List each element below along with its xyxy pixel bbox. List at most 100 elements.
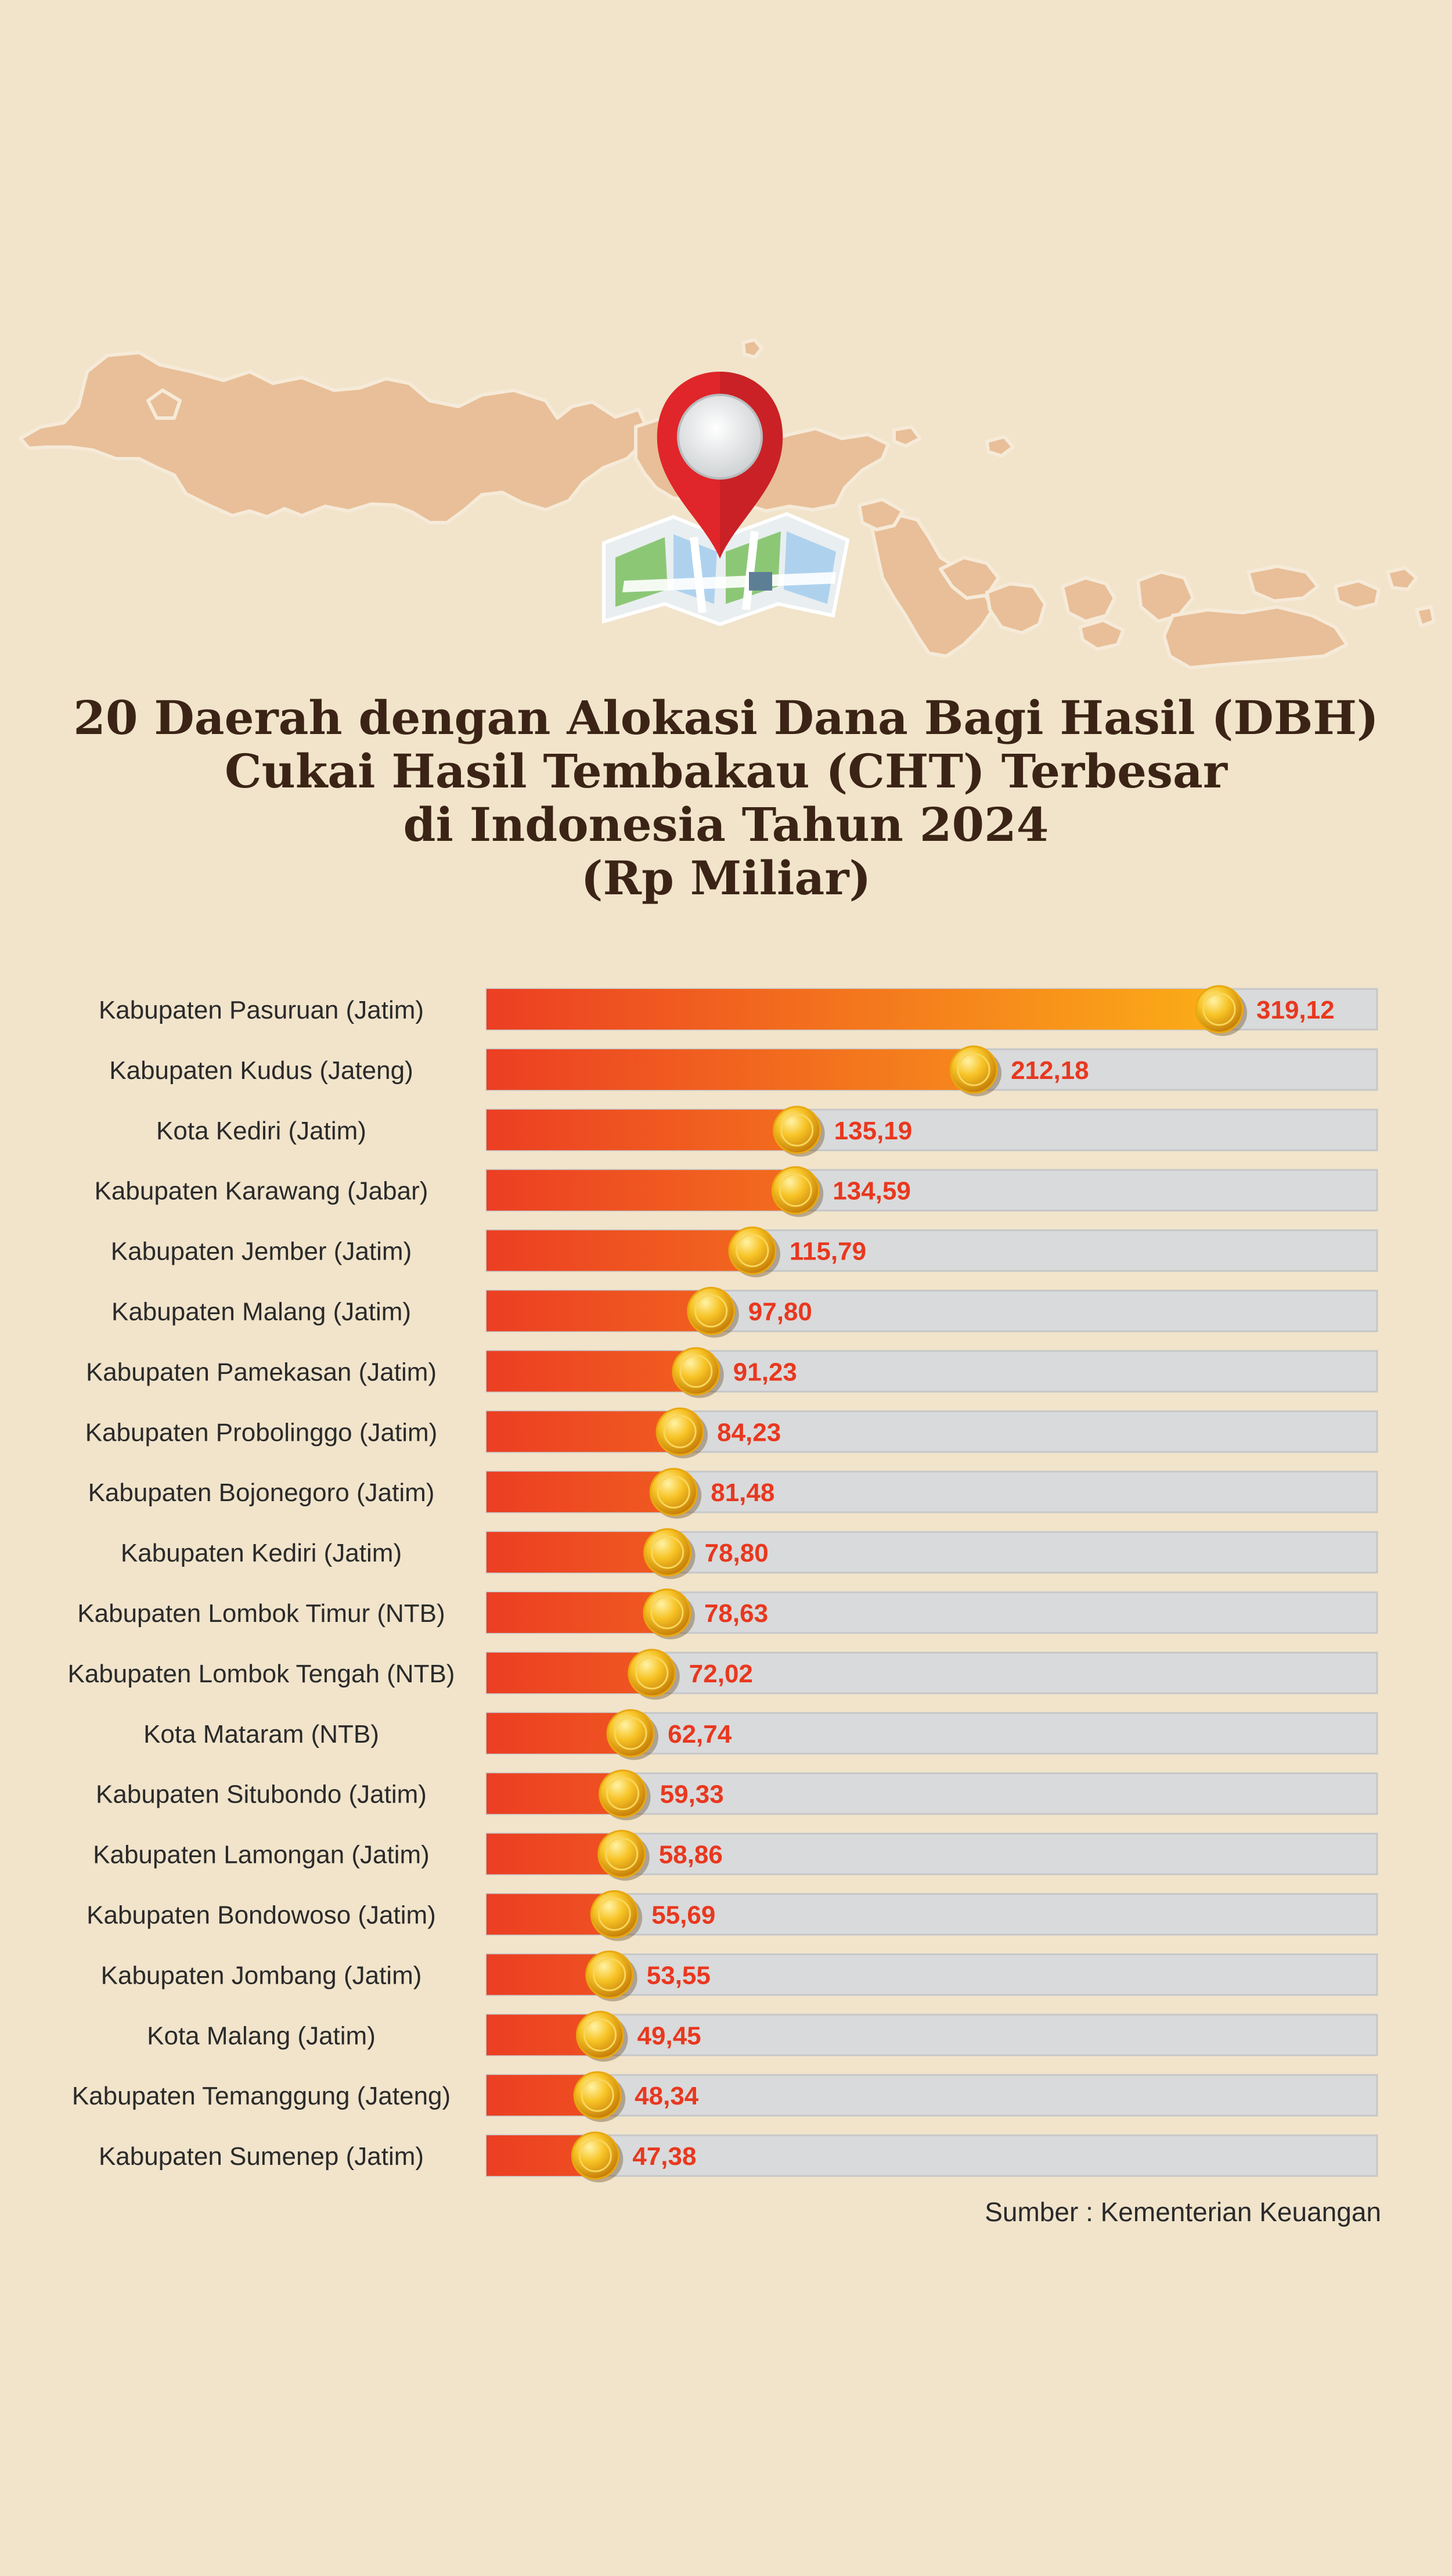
category-label: Kabupaten Pamekasan (Jatim) bbox=[86, 1358, 437, 1386]
category-label: Kabupaten Lombok Tengah (NTB) bbox=[68, 1660, 455, 1688]
coin-rim bbox=[651, 1535, 684, 1569]
bar bbox=[487, 1230, 752, 1271]
source-note: Sumber : Kementerian Keuangan bbox=[985, 2197, 1381, 2227]
bar-row: Kota Mataram (NTB) 62,74 bbox=[143, 1709, 1378, 1760]
category-label: Kota Malang (Jatim) bbox=[147, 2021, 376, 2050]
bar-row: Kabupaten Situbondo (Jatim) 59,33 bbox=[96, 1769, 1378, 1821]
bar bbox=[487, 1170, 796, 1211]
bar-row: Kabupaten Lamongan (Jatim) 58,86 bbox=[93, 1830, 1378, 1881]
value-label: 72,02 bbox=[689, 1660, 753, 1688]
value-label: 78,80 bbox=[705, 1539, 769, 1567]
coin-rim bbox=[583, 2018, 617, 2052]
coin-rim bbox=[593, 1958, 626, 1991]
coin-rim bbox=[581, 2078, 614, 2112]
value-label: 84,23 bbox=[717, 1418, 781, 1447]
bar-track bbox=[485, 1953, 1378, 1996]
bar bbox=[487, 1290, 711, 1332]
folded-map-icon bbox=[602, 512, 850, 627]
coin-rim bbox=[597, 1898, 631, 1931]
bar-row: Kabupaten Kudus (Jateng) 212,18 bbox=[109, 1045, 1378, 1096]
coin-rim bbox=[578, 2139, 612, 2172]
bar-row: Kabupaten Pamekasan (Jatim) 91,23 bbox=[86, 1347, 1378, 1398]
bar bbox=[487, 1109, 797, 1150]
value-label: 319,12 bbox=[1256, 996, 1335, 1024]
coin-rim bbox=[780, 1113, 814, 1147]
bar-row: Kabupaten Probolinggo (Jatim) 84,23 bbox=[85, 1407, 1378, 1459]
map-illustration bbox=[19, 338, 1436, 670]
category-label: Kabupaten Probolinggo (Jatim) bbox=[85, 1418, 438, 1447]
value-label: 55,69 bbox=[651, 1901, 715, 1930]
bar-track bbox=[485, 2134, 1378, 2177]
coin-rim bbox=[606, 1777, 640, 1811]
category-label: Kabupaten Sumenep (Jatim) bbox=[99, 2142, 424, 2171]
bar-row: Kabupaten Malang (Jatim) 97,80 bbox=[111, 1287, 1378, 1338]
bar bbox=[487, 1351, 696, 1392]
bar-row: Kabupaten Lombok Tengah (NTB) 72,02 bbox=[68, 1649, 1378, 1700]
bar bbox=[487, 989, 1219, 1030]
value-label: 62,74 bbox=[668, 1720, 732, 1748]
bar bbox=[487, 1049, 974, 1090]
coin-rim bbox=[635, 1656, 669, 1690]
bar bbox=[487, 1411, 680, 1452]
coin-rim bbox=[779, 1174, 812, 1207]
coin-rim bbox=[657, 1475, 690, 1509]
bar-row: Kabupaten Sumenep (Jatim) 47,38 bbox=[99, 2131, 1378, 2183]
category-label: Kabupaten Temanggung (Jateng) bbox=[72, 2082, 451, 2110]
coin-rim bbox=[736, 1234, 769, 1268]
value-label: 48,34 bbox=[635, 2082, 699, 2110]
value-label: 134,59 bbox=[833, 1177, 911, 1206]
bar-track bbox=[485, 2074, 1378, 2117]
value-label: 53,55 bbox=[647, 1961, 711, 1989]
bar bbox=[487, 1592, 667, 1633]
bar bbox=[487, 1652, 652, 1693]
value-label: 91,23 bbox=[733, 1358, 797, 1386]
bar-row: Kabupaten Lombok Timur (NTB) 78,63 bbox=[77, 1588, 1378, 1639]
bar-row: Kabupaten Jember (Jatim) 115,79 bbox=[111, 1226, 1378, 1278]
bar-row: Kota Kediri (Jatim) 135,19 bbox=[156, 1106, 1378, 1157]
bar-row: Kabupaten Karawang (Jabar) 134,59 bbox=[95, 1166, 1378, 1217]
coin-rim bbox=[605, 1837, 639, 1871]
category-label: Kota Kediri (Jatim) bbox=[156, 1117, 366, 1145]
category-label: Kabupaten Situbondo (Jatim) bbox=[96, 1780, 427, 1809]
value-label: 58,86 bbox=[659, 1841, 723, 1869]
value-label: 97,80 bbox=[748, 1298, 812, 1326]
coin-rim bbox=[694, 1294, 728, 1327]
bar-row: Kabupaten Bondowoso (Jatim) 55,69 bbox=[87, 1890, 1378, 1941]
coin-rim bbox=[650, 1596, 684, 1629]
value-label: 78,63 bbox=[704, 1599, 768, 1628]
title-line-3: di Indonesia Tahun 2024 bbox=[403, 797, 1049, 852]
chart-title: 20 Daerah dengan Alokasi Dana Bagi Hasil… bbox=[0, 691, 1452, 905]
category-label: Kabupaten Pasuruan (Jatim) bbox=[99, 996, 424, 1024]
category-label: Kabupaten Jember (Jatim) bbox=[111, 1237, 412, 1266]
category-label: Kabupaten Bondowoso (Jatim) bbox=[87, 1901, 436, 1930]
bar bbox=[487, 1472, 674, 1513]
title-line-2: Cukai Hasil Tembakau (CHT) Terbesar bbox=[225, 744, 1227, 798]
title-line-1: 20 Daerah dengan Alokasi Dana Bagi Hasil… bbox=[73, 690, 1379, 745]
bar-track bbox=[485, 2013, 1378, 2056]
bar-row: Kabupaten Temanggung (Jateng) 48,34 bbox=[72, 2071, 1378, 2122]
bar-row: Kabupaten Jombang (Jatim) 53,55 bbox=[101, 1950, 1378, 2002]
bar-row: Kabupaten Pasuruan (Jatim) 319,12 bbox=[99, 985, 1378, 1036]
category-label: Kabupaten Bojonegoro (Jatim) bbox=[88, 1478, 435, 1507]
category-label: Kabupaten Jombang (Jatim) bbox=[101, 1961, 422, 1989]
bar bbox=[487, 1532, 668, 1573]
value-label: 47,38 bbox=[632, 2142, 696, 2171]
value-label: 135,19 bbox=[834, 1117, 913, 1145]
category-label: Kabupaten Lamongan (Jatim) bbox=[93, 1841, 430, 1869]
bar-row: Kabupaten Bojonegoro (Jatim) 81,48 bbox=[88, 1467, 1378, 1519]
coin-rim bbox=[957, 1053, 990, 1086]
value-label: 49,45 bbox=[637, 2021, 701, 2050]
title-line-4: (Rp Miliar) bbox=[581, 851, 871, 905]
category-label: Kabupaten Kudus (Jateng) bbox=[109, 1056, 413, 1085]
coin-rim bbox=[614, 1717, 647, 1750]
bar-row: Kota Malang (Jatim) 49,45 bbox=[147, 2010, 1378, 2062]
coin-rim bbox=[679, 1354, 713, 1388]
value-label: 212,18 bbox=[1011, 1056, 1089, 1085]
coin-rim bbox=[663, 1415, 697, 1448]
category-label: Kabupaten Kediri (Jatim) bbox=[121, 1539, 402, 1567]
coin-rim bbox=[1202, 992, 1236, 1026]
category-label: Kabupaten Lombok Timur (NTB) bbox=[77, 1599, 445, 1628]
value-label: 81,48 bbox=[711, 1478, 774, 1507]
category-label: Kota Mataram (NTB) bbox=[143, 1720, 379, 1748]
